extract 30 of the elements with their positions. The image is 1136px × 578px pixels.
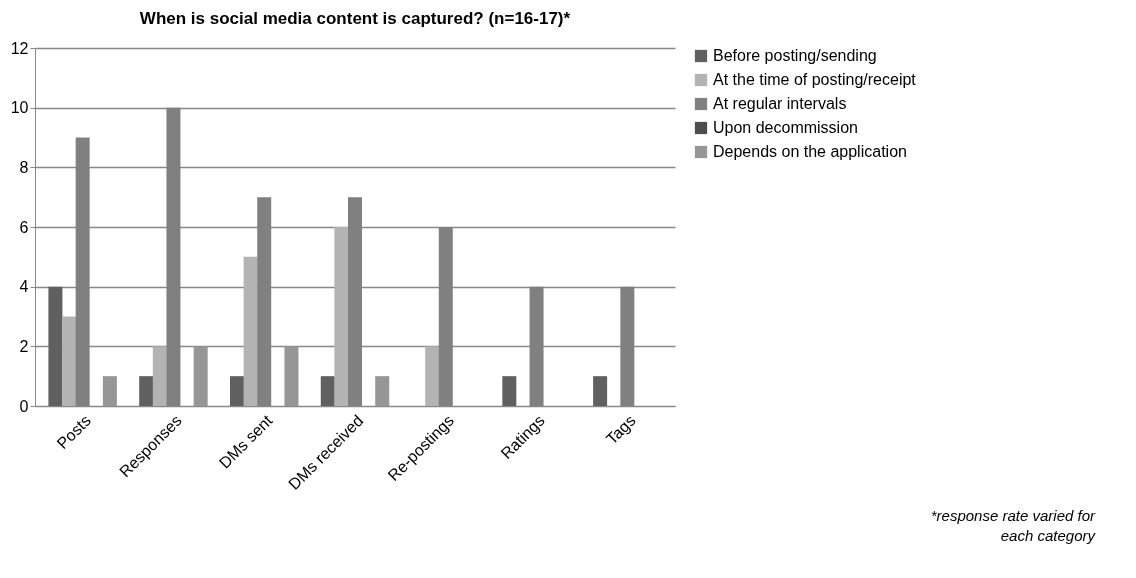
- y-tick-label: 0: [19, 397, 29, 415]
- bar: [102, 376, 117, 406]
- bar: [425, 346, 440, 406]
- bar: [229, 376, 244, 406]
- x-tick-label: Tags: [602, 411, 639, 448]
- legend-label: At the time of posting/receipt: [713, 71, 917, 88]
- bar: [152, 346, 167, 406]
- y-tick-label: 4: [19, 278, 29, 296]
- y-tick-label: 12: [10, 39, 29, 57]
- bar: [284, 346, 299, 406]
- y-tick-label: 2: [19, 337, 29, 355]
- bar: [593, 376, 608, 406]
- bar: [48, 286, 63, 406]
- legend-label: Before posting/sending: [713, 47, 877, 64]
- bar: [334, 227, 349, 406]
- y-tick-label: 8: [19, 158, 29, 176]
- y-tick-label: 6: [19, 218, 29, 236]
- legend-label: At regular intervals: [713, 95, 847, 112]
- y-tick-label: 10: [10, 99, 29, 117]
- bar: [243, 256, 258, 406]
- text: *response rate varied for each category: [930, 507, 1097, 544]
- legend-label: Upon decommission: [713, 119, 858, 136]
- bar: [320, 376, 335, 406]
- bar: [193, 346, 208, 406]
- bar: [502, 376, 517, 406]
- chart-title: When is social media content is captured? (n=16-17)*: [139, 9, 571, 28]
- bar: [375, 376, 390, 406]
- bar: [62, 316, 77, 406]
- legend-label: Depends on the application: [713, 143, 907, 160]
- bar: [139, 376, 154, 406]
